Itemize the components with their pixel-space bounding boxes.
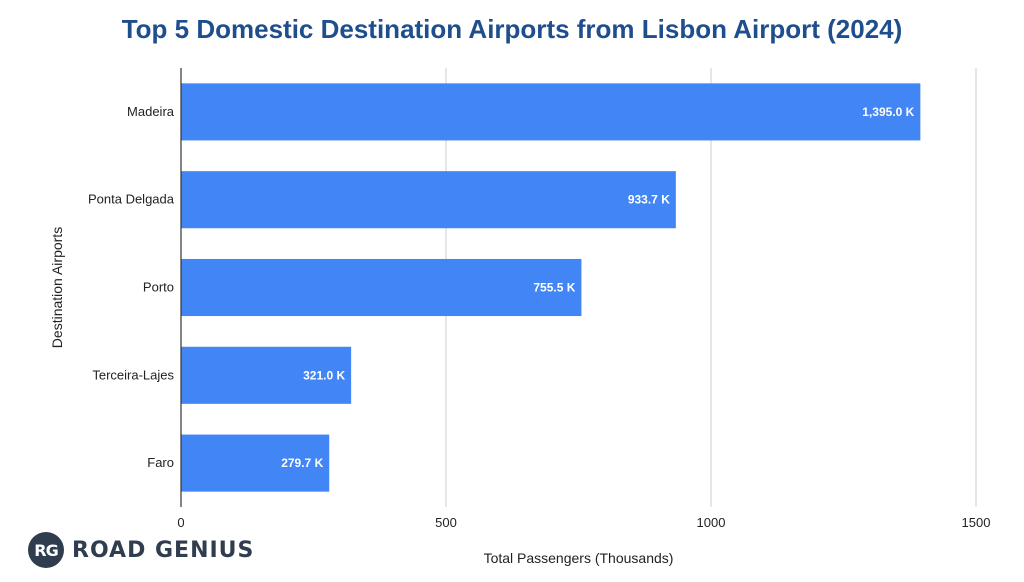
data-label: 933.7 K	[628, 193, 670, 207]
category-label: Terceira-Lajes	[92, 367, 174, 382]
bar	[181, 258, 582, 317]
data-label: 1,395.0 K	[862, 105, 914, 119]
data-label: 755.5 K	[533, 281, 575, 295]
chart-title: Top 5 Domestic Destination Airports from…	[121, 14, 903, 44]
category-label: Ponta Delgada	[88, 192, 175, 207]
bar	[181, 171, 676, 229]
bar	[181, 346, 352, 404]
axes: 0 500 1000 1500 Madeira Ponta Delgada Porto Ter…	[88, 68, 990, 530]
x-tick-label: 1500	[962, 515, 991, 530]
bar	[181, 83, 921, 141]
data-label: 321.0 K	[303, 368, 345, 382]
logo-wordmark: ROAD GENIUS	[72, 537, 255, 563]
logo-badge: RG	[28, 532, 64, 568]
x-tick-label: 500	[435, 515, 457, 530]
bar	[181, 434, 330, 492]
bars: 1,395.0 K 933.7 K 755.5 K 321.0 K 279.7 K	[181, 83, 921, 492]
x-tick-label: 0	[177, 515, 184, 530]
category-label: Madeira	[127, 104, 175, 119]
category-label: Porto	[143, 280, 174, 295]
x-tick-label: 1000	[697, 515, 726, 530]
y-axis-title: Destination Airports	[49, 227, 65, 348]
x-axis-title: Total Passengers (Thousands)	[484, 550, 674, 566]
road-genius-logo: RG ROAD GENIUS	[28, 530, 254, 570]
data-label: 279.7 K	[281, 456, 323, 470]
category-label: Faro	[147, 455, 174, 470]
